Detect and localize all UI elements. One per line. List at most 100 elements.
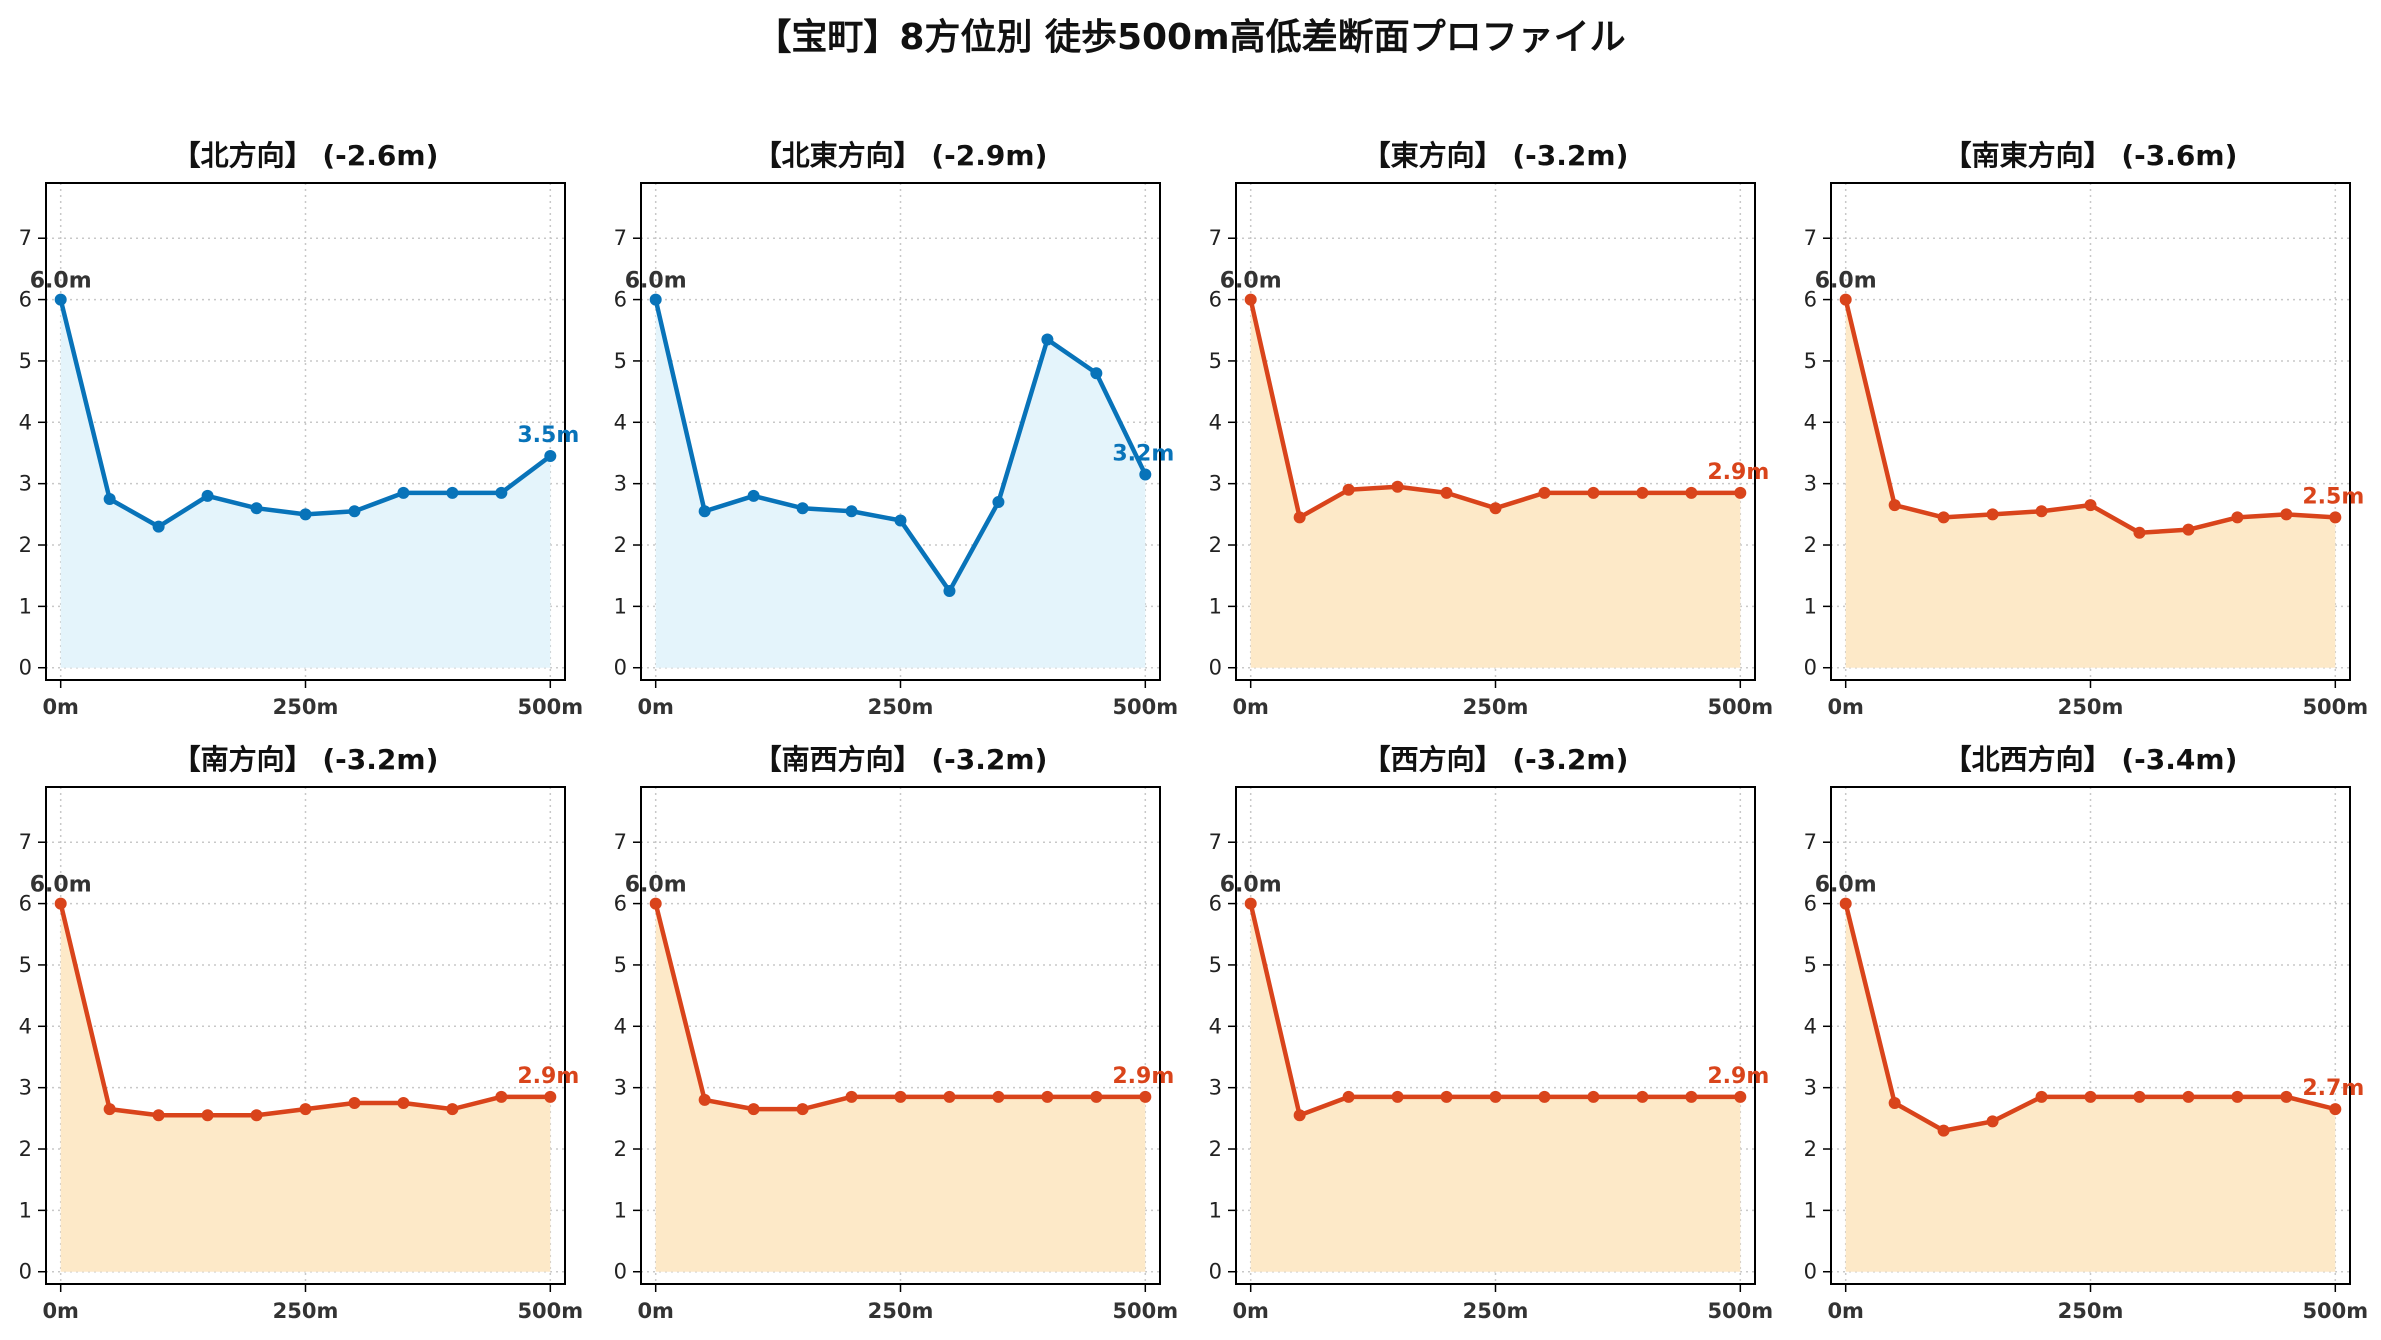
- y-tick-label: 5: [614, 953, 627, 977]
- y-tick-label: 4: [614, 1014, 627, 1038]
- x-tick-label: 0m: [1827, 1299, 1864, 1323]
- x-tick-label: 500m: [1707, 695, 1773, 719]
- data-point: [2329, 511, 2342, 524]
- y-tick-label: 0: [1804, 656, 1817, 680]
- data-point: [747, 489, 760, 502]
- data-point: [2231, 1090, 2244, 1103]
- y-tick-label: 0: [614, 1260, 627, 1284]
- y-tick-label: 6: [19, 892, 32, 916]
- panel-title: 【南方向】 (-3.2m): [173, 743, 439, 776]
- series-line: [653, 903, 1146, 1112]
- data-point: [103, 1103, 116, 1116]
- y-tick-label: 6: [1804, 288, 1817, 312]
- x-tick-label: 250m: [273, 695, 339, 719]
- data-point: [348, 1096, 361, 1109]
- y-tick-label: 1: [19, 594, 32, 618]
- data-point: [1244, 897, 1257, 910]
- y-tick-label: 5: [19, 349, 32, 373]
- y-tick-label: 7: [614, 226, 627, 250]
- x-tick-label: 500m: [2302, 695, 2368, 719]
- figure-title: 【宝町】8方位別 徒歩500m高低差断面プロファイル: [755, 17, 1626, 58]
- x-tick-label: 0m: [42, 695, 79, 719]
- data-point: [894, 514, 907, 527]
- y-tick-label: 2: [1804, 1137, 1817, 1161]
- data-point: [1041, 1090, 1054, 1103]
- y-tick-label: 4: [1804, 410, 1817, 434]
- y-tick-label: 5: [1804, 349, 1817, 373]
- data-point: [1342, 1090, 1355, 1103]
- data-point: [495, 486, 508, 499]
- data-point: [1489, 1090, 1502, 1103]
- data-point: [201, 489, 214, 502]
- y-tick-label: 2: [19, 1137, 32, 1161]
- y-tick-label: 0: [19, 656, 32, 680]
- y-tick-label: 6: [1804, 892, 1817, 916]
- panel-title: 【北方向】 (-2.6m): [173, 139, 439, 172]
- data-point: [1090, 1090, 1103, 1103]
- data-point: [299, 1103, 312, 1116]
- x-tick-label: 500m: [2302, 1299, 2368, 1323]
- area-fill: [655, 299, 1146, 668]
- data-point: [152, 520, 165, 533]
- y-tick-label: 7: [1209, 226, 1222, 250]
- y-tick-label: 1: [1804, 1198, 1817, 1222]
- data-point: [1090, 367, 1103, 380]
- data-point: [1986, 508, 1999, 521]
- y-tick-label: 5: [1804, 953, 1817, 977]
- data-point: [1489, 502, 1502, 515]
- data-point: [796, 1103, 809, 1116]
- area-fill: [1250, 299, 1741, 668]
- data-point: [1440, 486, 1453, 499]
- y-tick-label: 1: [614, 594, 627, 618]
- panel-title: 【南東方向】 (-3.6m): [1944, 139, 2238, 172]
- y-tick-label: 6: [614, 288, 627, 312]
- end-value-label: 2.9m: [1707, 1064, 1769, 1089]
- data-point: [446, 486, 459, 499]
- data-point: [54, 293, 67, 306]
- y-tick-label: 0: [1804, 1260, 1817, 1284]
- x-tick-label: 500m: [517, 695, 583, 719]
- y-tick-label: 6: [614, 892, 627, 916]
- y-tick-label: 4: [1804, 1014, 1817, 1038]
- y-tick-label: 3: [1804, 1076, 1817, 1100]
- data-point: [894, 1090, 907, 1103]
- end-value-label: 2.9m: [1112, 1064, 1174, 1089]
- profile-chart-3: 0 1 2 3 4 5 6 7 0m 250m 500m 【南東方向】 (-3.6m) 6.0m 2.5m: [1804, 139, 2369, 719]
- y-tick-label: 0: [614, 656, 627, 680]
- data-point: [2182, 523, 2195, 536]
- y-tick-label: 3: [19, 1076, 32, 1100]
- y-tick-label: 3: [1209, 1076, 1222, 1100]
- data-point: [1734, 486, 1747, 499]
- start-value-label: 6.0m: [625, 269, 687, 294]
- y-tick-label: 6: [19, 288, 32, 312]
- end-value-label: 2.9m: [517, 1064, 579, 1089]
- y-tick-label: 4: [1209, 410, 1222, 434]
- y-tick-label: 7: [614, 830, 627, 854]
- data-point: [397, 486, 410, 499]
- y-tick-label: 4: [1209, 1014, 1222, 1038]
- data-point: [1391, 1090, 1404, 1103]
- data-point: [2133, 526, 2146, 539]
- data-point: [201, 1109, 214, 1122]
- data-point: [2182, 1090, 2195, 1103]
- data-point: [2084, 1090, 2097, 1103]
- area-fill: [1845, 299, 2336, 668]
- data-point: [250, 1109, 263, 1122]
- start-value-label: 6.0m: [30, 873, 92, 898]
- data-point: [1685, 1090, 1698, 1103]
- y-tick-label: 2: [1209, 533, 1222, 557]
- area-fill: [60, 903, 551, 1272]
- data-point: [250, 502, 263, 515]
- data-point: [845, 1090, 858, 1103]
- y-tick-label: 6: [1209, 892, 1222, 916]
- y-tick-label: 5: [1209, 349, 1222, 373]
- data-point: [992, 1090, 1005, 1103]
- profile-chart-2: 0 1 2 3 4 5 6 7 0m 250m 500m 【東方向】 (-3.2m) 6.0m 2.9m: [1209, 139, 1774, 719]
- data-point: [1636, 1090, 1649, 1103]
- data-point: [1986, 1115, 1999, 1128]
- y-tick-label: 3: [614, 472, 627, 496]
- data-point: [2035, 1090, 2048, 1103]
- panel-title: 【東方向】 (-3.2m): [1363, 139, 1629, 172]
- y-tick-label: 2: [614, 1137, 627, 1161]
- x-tick-label: 250m: [2058, 1299, 2124, 1323]
